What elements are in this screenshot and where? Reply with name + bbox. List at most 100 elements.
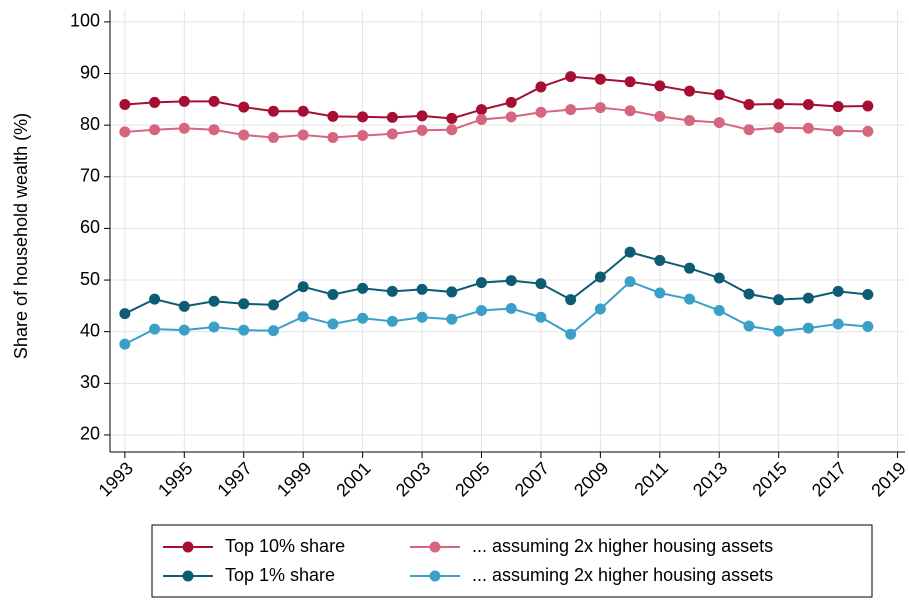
data-point (416, 110, 428, 122)
data-point (208, 95, 220, 107)
x-tick-label: 2019 (867, 458, 909, 500)
data-point (565, 104, 577, 116)
series-line (124, 75, 868, 120)
data-point (713, 305, 725, 317)
data-point (267, 299, 279, 311)
y-tick-label: 40 (80, 320, 100, 340)
data-point (386, 315, 398, 327)
data-point (802, 98, 814, 110)
data-point (862, 100, 874, 112)
data-point (862, 125, 874, 137)
data-point (238, 298, 250, 310)
data-point (327, 289, 339, 301)
data-point (535, 278, 547, 290)
data-point (773, 294, 785, 306)
data-point (178, 300, 190, 312)
data-point (713, 117, 725, 129)
data-point (149, 124, 161, 136)
series-line (124, 280, 868, 345)
data-point (475, 305, 487, 317)
data-point (594, 303, 606, 315)
data-point (624, 105, 636, 117)
data-point (773, 325, 785, 337)
data-point (862, 321, 874, 333)
x-tick-label: 2007 (511, 458, 553, 500)
data-point (149, 323, 161, 335)
data-point (684, 262, 696, 274)
data-point (743, 124, 755, 136)
data-point (624, 276, 636, 288)
data-point (119, 126, 131, 138)
data-point (624, 76, 636, 88)
data-point (594, 102, 606, 114)
data-point (357, 111, 369, 123)
data-point (832, 101, 844, 113)
y-axis-label: Share of household wealth (%) (11, 113, 31, 359)
y-tick-label: 70 (80, 166, 100, 186)
data-point (327, 318, 339, 330)
data-point (475, 113, 487, 125)
legend-label: Top 1% share (225, 565, 335, 585)
data-point (178, 95, 190, 107)
series-line (124, 251, 868, 315)
data-point (386, 128, 398, 140)
legend-swatch-marker (429, 541, 441, 553)
x-tick-label: 2011 (630, 458, 672, 500)
x-tick-label: 1993 (95, 458, 137, 500)
data-point (802, 322, 814, 334)
data-point (832, 318, 844, 330)
data-point (267, 325, 279, 337)
data-point (297, 311, 309, 323)
data-point (178, 122, 190, 134)
legend-swatch-marker (429, 570, 441, 582)
legend-label: Top 10% share (225, 536, 345, 556)
data-point (475, 277, 487, 289)
data-point (475, 104, 487, 116)
data-point (535, 81, 547, 93)
x-tick-label: 1997 (213, 458, 255, 500)
data-point (684, 85, 696, 97)
data-point (267, 105, 279, 117)
data-point (773, 122, 785, 134)
data-point (119, 308, 131, 320)
data-point (416, 283, 428, 295)
x-tick-label: 1995 (154, 458, 196, 500)
legend-label: ... assuming 2x higher housing assets (472, 565, 773, 585)
data-point (862, 289, 874, 301)
legend-box (151, 524, 873, 598)
x-tick-label: 2001 (332, 458, 374, 500)
data-point (624, 246, 636, 258)
data-point (505, 275, 517, 287)
data-point (357, 282, 369, 294)
data-point (208, 124, 220, 136)
data-point (238, 101, 250, 113)
data-point (832, 125, 844, 137)
data-point (684, 115, 696, 126)
data-point (654, 110, 666, 122)
data-point (565, 71, 577, 83)
x-tick-label: 1999 (273, 458, 315, 500)
data-point (505, 302, 517, 314)
x-tick-label: 2013 (689, 458, 731, 500)
data-point (743, 98, 755, 110)
data-point (149, 293, 161, 305)
data-point (654, 80, 666, 92)
x-tick-label: 2005 (451, 458, 493, 500)
data-point (684, 293, 696, 305)
data-point (238, 324, 250, 336)
data-point (297, 105, 309, 117)
data-point (565, 328, 577, 340)
data-point (773, 98, 785, 110)
x-tick-label: 2015 (748, 458, 790, 500)
legend-swatch-marker (182, 541, 194, 553)
data-point (357, 129, 369, 141)
y-tick-label: 50 (80, 269, 100, 289)
x-tick-label: 2003 (392, 458, 434, 500)
data-point (297, 129, 309, 141)
data-point (386, 111, 398, 123)
data-point (297, 281, 309, 293)
y-tick-label: 90 (80, 62, 100, 82)
data-point (357, 312, 369, 324)
data-point (119, 98, 131, 110)
